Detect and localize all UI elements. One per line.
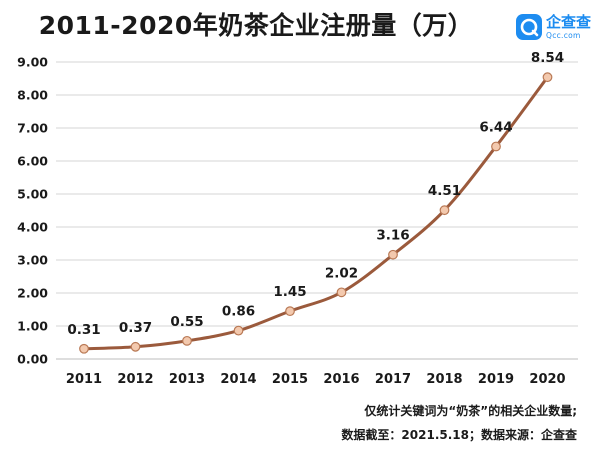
- x-axis-ticks: 2011 2012 2013 2014 2015 2016 2017 2018 2019 2020: [66, 372, 566, 387]
- data-label: 0.31: [67, 322, 100, 338]
- y-tick-label: 1.00: [17, 319, 48, 334]
- y-tick-label: 9.00: [17, 55, 48, 70]
- grid-lines: [56, 61, 578, 360]
- data-point: [336, 287, 347, 298]
- y-tick-label: 7.00: [17, 121, 48, 136]
- data-point: [233, 325, 244, 336]
- data-label: 0.55: [170, 314, 203, 330]
- data-point: [388, 249, 398, 260]
- data-point: [439, 205, 450, 216]
- footnote-source: 数据截至：2021.5.18；数据来源：企查查: [341, 428, 577, 442]
- x-tick-label: 2019: [478, 372, 514, 387]
- footnote-scope: 仅统计关键词为“奶茶”的相关企业数量;: [364, 404, 577, 418]
- y-tick-label: 0.00: [17, 352, 48, 367]
- data-point: [542, 72, 553, 83]
- y-tick-label: 2.00: [17, 286, 48, 301]
- data-label: 0.37: [119, 320, 152, 336]
- line-chart: 0.00 1.00 2.00 3.00 4.00 5.00 6.00 7.00 8.00 9.00…: [17, 50, 578, 387]
- data-labels: 0.31 0.37 0.55 0.86 1.45 2.02 3.16 4.51 6.44 8.54: [67, 50, 564, 338]
- qcc-logo-icon: [516, 14, 542, 40]
- x-tick-label: 2012: [117, 372, 153, 387]
- series-line: [83, 76, 549, 351]
- x-tick-label: 2020: [529, 372, 565, 387]
- data-point: [285, 306, 295, 317]
- y-tick-label: 5.00: [17, 187, 48, 202]
- y-tick-label: 6.00: [17, 154, 48, 169]
- data-label: 1.45: [273, 284, 306, 300]
- data-label: 0.86: [222, 304, 255, 320]
- data-markers: [79, 72, 553, 354]
- data-label: 3.16: [376, 228, 409, 244]
- x-tick-label: 2015: [272, 372, 308, 387]
- data-label: 4.51: [428, 183, 461, 199]
- y-tick-label: 8.00: [17, 88, 48, 103]
- x-tick-label: 2016: [323, 372, 359, 387]
- y-tick-label: 3.00: [17, 253, 48, 268]
- x-tick-label: 2018: [426, 372, 462, 387]
- brand-domain: Qcc.com: [546, 30, 581, 40]
- data-label: 6.44: [479, 119, 512, 135]
- brand-name: 企查查: [546, 12, 592, 31]
- chart-title: 2011-2020年奶茶企业注册量（万）: [38, 11, 474, 40]
- y-axis-ticks: 0.00 1.00 2.00 3.00 4.00 5.00 6.00 7.00 8.00 9.00: [17, 55, 48, 367]
- data-point: [182, 335, 192, 346]
- x-tick-label: 2013: [169, 372, 205, 387]
- brand-logo-block: 企查查 Qcc.com: [516, 12, 591, 42]
- x-tick-label: 2014: [220, 372, 256, 387]
- x-tick-label: 2011: [66, 372, 102, 387]
- data-label: 2.02: [325, 265, 358, 281]
- x-tick-label: 2017: [375, 372, 411, 387]
- data-point: [491, 141, 501, 152]
- y-tick-label: 4.00: [17, 220, 48, 235]
- data-point: [130, 341, 141, 352]
- data-label: 8.54: [531, 50, 564, 66]
- data-point: [79, 343, 89, 354]
